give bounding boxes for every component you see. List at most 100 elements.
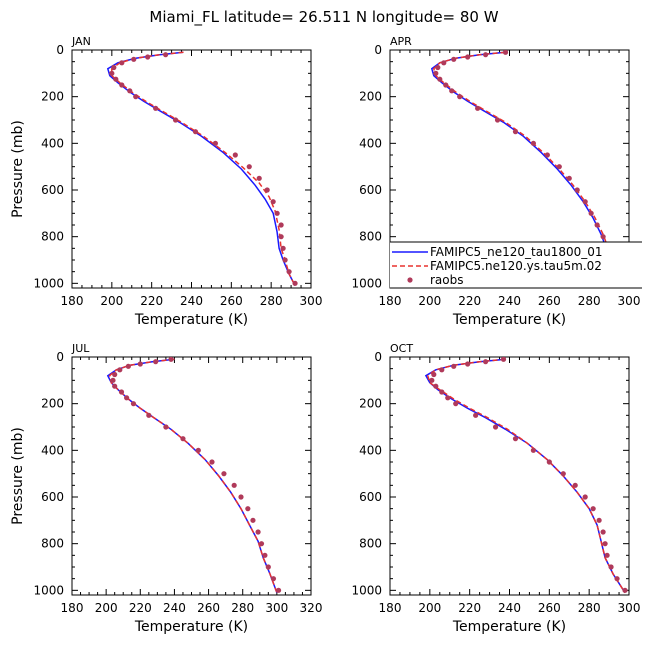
raob-point: [172, 117, 179, 123]
x-tick-label: 240: [498, 294, 521, 308]
x-tick-label: 280: [260, 294, 283, 308]
raob-point: [441, 60, 447, 66]
plot-frame: [71, 356, 312, 596]
raob-point: [445, 395, 451, 401]
x-tick-label: 240: [180, 294, 203, 308]
raob-point: [180, 436, 186, 442]
raob-point: [604, 552, 610, 558]
raob-point: [566, 175, 572, 181]
raob-point: [231, 482, 237, 488]
raob-point: [127, 88, 133, 94]
x-axis-label: Temperature (K): [452, 619, 566, 635]
raob-point: [437, 76, 443, 82]
y-tick-label: 400: [359, 443, 382, 457]
raob-point: [451, 363, 457, 369]
raob-point: [546, 459, 552, 465]
raob-point: [270, 576, 277, 582]
panel-jul: 180 200 220 240 260 280 300 320 0 200 400 600 800 100…: [10, 342, 322, 635]
raob-point: [560, 471, 566, 477]
raob-point: [163, 52, 169, 58]
y-tick-label: 200: [41, 90, 64, 104]
raob-point: [600, 234, 606, 240]
x-axis-label: Temperature (K): [452, 312, 566, 328]
plot-frame: [71, 49, 312, 289]
raob-point: [270, 199, 276, 205]
x-tick-label: 260: [220, 294, 243, 308]
raob-point: [483, 52, 489, 58]
x-tick-label: 180: [61, 294, 84, 308]
legend-marker-dot: [407, 277, 413, 283]
raob-point: [111, 64, 117, 71]
raob-point: [153, 105, 159, 111]
figure-title: Miami_FL latitude= 26.511 N longitude= 8…: [149, 8, 498, 27]
x-tick-label: 300: [618, 294, 641, 308]
raob-point: [473, 412, 479, 418]
raob-point: [246, 164, 252, 170]
x-tick-label: 180: [379, 294, 402, 308]
raob-point: [439, 389, 445, 395]
raob-point: [168, 357, 174, 362]
x-tick-label: 220: [458, 294, 481, 308]
raob-point: [117, 367, 123, 373]
legend-label: FAMIPC5_ne120_tau1800_01: [430, 245, 603, 259]
y-tick-label: 0: [56, 350, 64, 364]
raob-point: [131, 56, 137, 62]
raob-point: [556, 164, 562, 170]
raob-point: [146, 412, 152, 418]
panel-label: JUL: [71, 342, 90, 355]
raob-point: [429, 377, 435, 383]
y-axis-label: Pressure (mb): [10, 427, 26, 525]
x-axis-label: Temperature (K): [134, 619, 248, 635]
x-tick-label: 200: [100, 294, 123, 308]
raob-point: [492, 424, 499, 430]
x-tick-label: 280: [578, 601, 601, 615]
raob-point: [292, 280, 298, 286]
y-tick-label: 800: [41, 230, 64, 244]
raob-point: [118, 389, 125, 395]
y-tick-label: 600: [359, 183, 382, 197]
legend-box: [390, 242, 642, 288]
raob-point: [512, 129, 519, 135]
x-tick-label: 220: [140, 294, 163, 308]
raob-point: [163, 424, 169, 430]
raob-point: [544, 152, 550, 158]
raob-point: [582, 199, 588, 205]
raob-point: [153, 359, 159, 365]
y-tick-label: 600: [41, 490, 64, 504]
raob-point: [439, 367, 445, 373]
y-tick-label: 0: [374, 350, 382, 364]
raob-point: [109, 70, 115, 76]
raob-point: [475, 105, 481, 111]
raob-point: [262, 552, 268, 558]
raob-point: [275, 587, 282, 593]
x-tick-label: 220: [129, 601, 152, 615]
raob-point: [212, 140, 218, 146]
y-tick-label: 0: [374, 43, 382, 57]
raob-point: [449, 88, 455, 94]
raob-point: [483, 359, 489, 365]
x-tick-label: 240: [163, 601, 186, 615]
raob-point: [256, 175, 262, 181]
y-tick-label: 200: [41, 397, 64, 411]
raob-point: [530, 140, 537, 146]
raob-point: [465, 361, 471, 367]
y-tick-label: 0: [56, 43, 64, 57]
x-tick-label: 280: [231, 601, 254, 615]
raob-point: [209, 459, 215, 465]
raob-point: [124, 395, 130, 401]
x-tick-label: 240: [498, 601, 521, 615]
raob-point: [530, 447, 537, 453]
series-line-solid: [106, 358, 278, 593]
raob-point: [596, 517, 602, 523]
raob-point: [457, 94, 463, 100]
raob-point: [110, 377, 116, 383]
raob-point: [258, 541, 265, 547]
raob-point: [137, 361, 143, 367]
raob-point: [572, 482, 578, 488]
raob-point: [113, 76, 119, 82]
raob-point: [500, 357, 507, 362]
x-tick-label: 180: [61, 601, 84, 615]
raob-point: [278, 222, 284, 228]
x-tick-label: 200: [95, 601, 118, 615]
